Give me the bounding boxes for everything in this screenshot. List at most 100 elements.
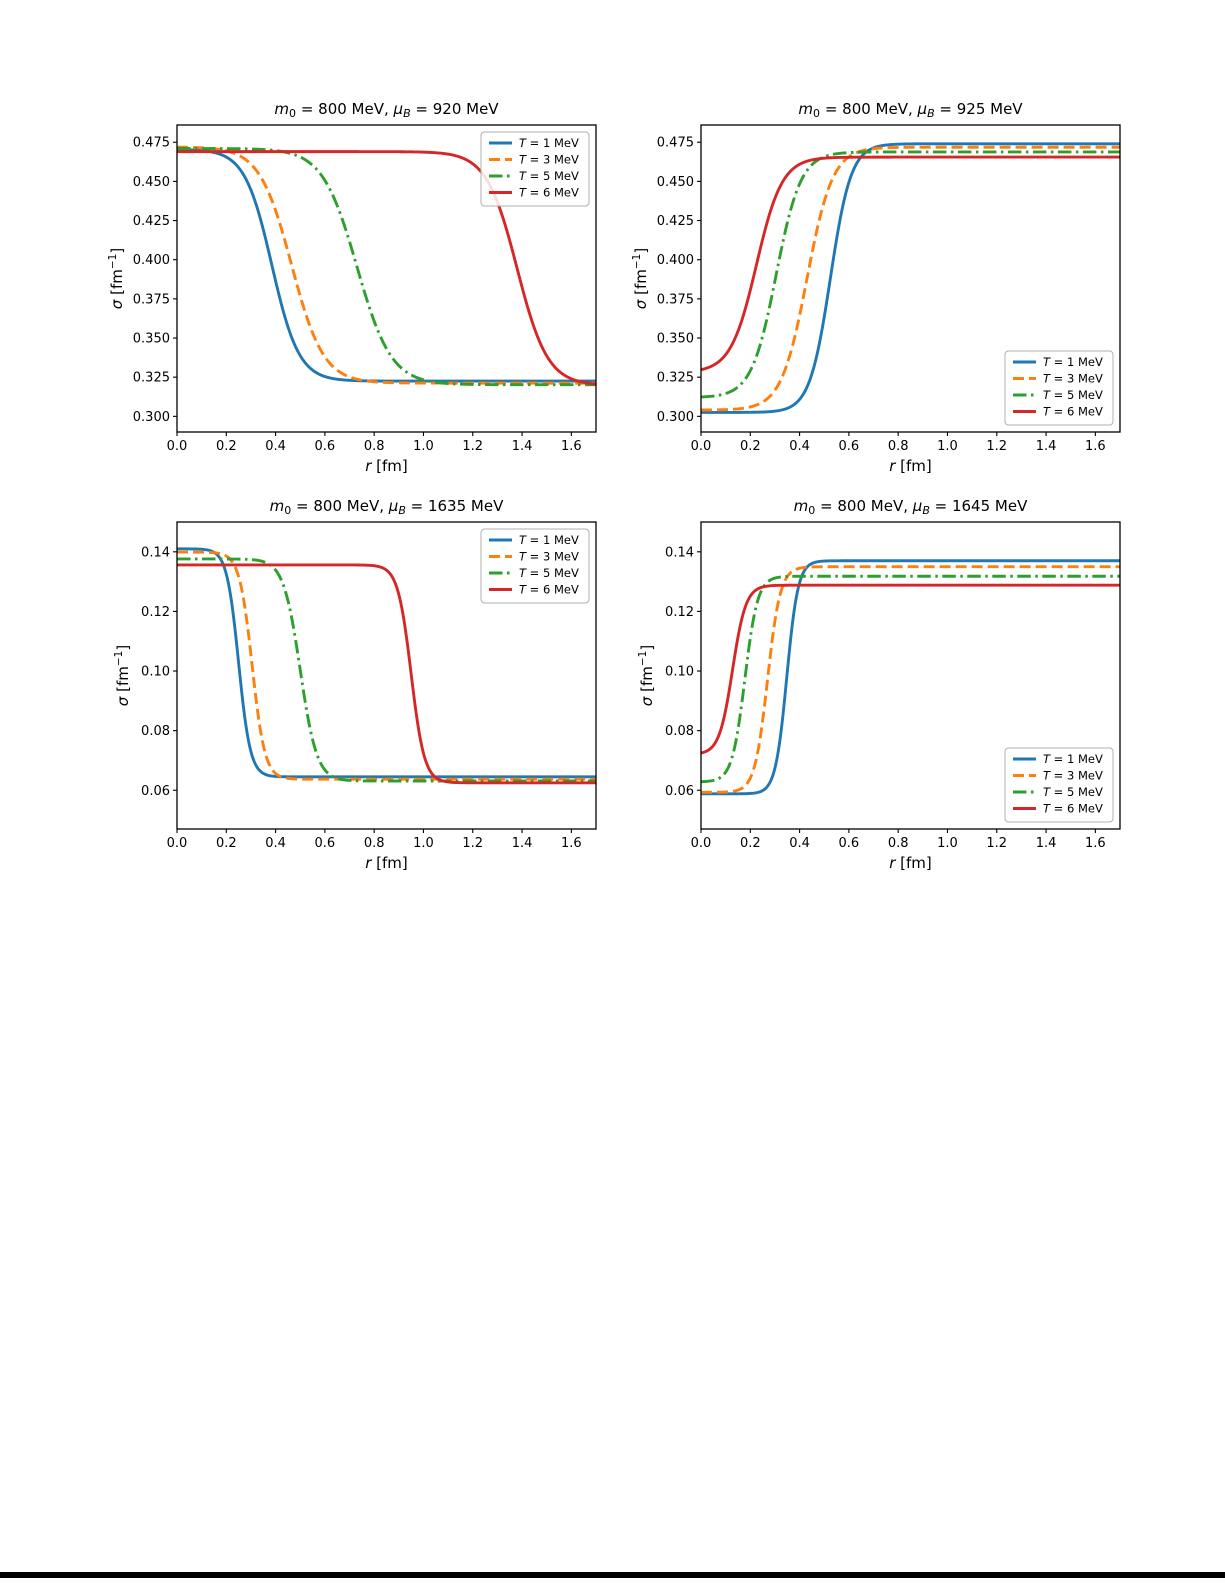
curve-t5-mev xyxy=(176,557,597,783)
legend-entry-t3: T = 3 MeV xyxy=(1013,372,1103,386)
x-ticks: 0.0 0.2 0.4 0.6 0.8 1.0 1.2 1.4 1.6 xyxy=(167,829,582,851)
y-tick-label: 0.475 xyxy=(657,136,694,151)
x-axis-label: r [fm] xyxy=(889,457,932,475)
x-tick-label: 0.0 xyxy=(691,836,712,851)
y-tick-label: 0.14 xyxy=(141,545,170,560)
legend-label: T = 6 MeV xyxy=(1043,405,1103,419)
y-tick-label: 0.375 xyxy=(657,292,694,307)
x-tick-label: 0.6 xyxy=(839,439,860,454)
legend-entry-t6: T = 6 MeV xyxy=(489,583,579,597)
x-ticks: 0.0 0.2 0.4 0.6 0.8 1.0 1.2 1.4 1.6 xyxy=(691,432,1106,454)
chart-canvas: 0.0 0.2 0.4 0.6 0.8 1.0 1.2 1.4 1.60.060.080.100… xyxy=(113,497,597,872)
y-axis-label: σ [fm−1] xyxy=(113,645,132,706)
subplot-mub-925: 0.0 0.2 0.4 0.6 0.8 1.0 1.2 1.4 1.6 0.300 0.325 0.3… xyxy=(624,95,1149,495)
axes-frame xyxy=(176,521,597,830)
plot-title: m0 = 800 MeV, μB = 1635 MeV xyxy=(270,497,504,517)
y-tick-label: 0.06 xyxy=(141,784,170,799)
x-tick-label: 0.0 xyxy=(167,836,188,851)
curve-t5-mev xyxy=(176,147,597,387)
x-tick-label: 1.6 xyxy=(561,439,582,454)
axes-frame xyxy=(700,124,1121,433)
y-tick-label: 0.400 xyxy=(133,253,170,268)
x-tick-label: 1.4 xyxy=(1036,439,1057,454)
y-tick-label: 0.425 xyxy=(657,214,694,229)
legend-entry-t3: T = 3 MeV xyxy=(489,550,579,564)
curve-t6-mev xyxy=(176,150,597,386)
legend-label: T = 5 MeV xyxy=(519,169,579,183)
x-tick-label: 1.4 xyxy=(512,836,533,851)
y-tick-label: 0.08 xyxy=(141,724,170,739)
legend-box xyxy=(480,131,590,207)
x-tick-label: 1.6 xyxy=(561,836,582,851)
y-tick-label: 0.10 xyxy=(665,665,694,680)
y-tick-label: 0.06 xyxy=(665,784,694,799)
y-tick-label: 0.300 xyxy=(133,410,170,425)
x-tick-label: 0.4 xyxy=(265,439,286,454)
x-tick-label: 0.2 xyxy=(216,836,237,851)
subplot-mub-920: 0.0 0.2 0.4 0.6 0.8 1.0 1.2 1.4 1.6 0.300 0.325 0.3… xyxy=(100,95,625,495)
x-tick-label: 0.0 xyxy=(691,439,712,454)
legend: T = 1 MeV T = 3 MeV T = 5 MeV T = 6 MeV xyxy=(1004,747,1114,823)
legend-label: T = 1 MeV xyxy=(519,533,579,547)
y-tick-label: 0.300 xyxy=(657,410,694,425)
legend-label: T = 1 MeV xyxy=(1043,355,1103,369)
chart-canvas: 0.0 0.2 0.4 0.6 0.8 1.0 1.2 1.4 1.60.3000.3250.3… xyxy=(107,100,597,475)
y-axis-label: σ [fm−1] xyxy=(637,645,656,706)
chart-canvas: 0.0 0.2 0.4 0.6 0.8 1.0 1.2 1.4 1.60.3000.3250.3… xyxy=(631,100,1121,475)
x-tick-label: 0.8 xyxy=(888,836,909,851)
x-tick-label: 1.2 xyxy=(986,836,1007,851)
y-axis-label: σ [fm−1] xyxy=(631,248,650,309)
legend-entry-t1: T = 1 MeV xyxy=(1013,752,1103,766)
curve-t6-mev xyxy=(700,583,1121,755)
x-ticks: 0.0 0.2 0.4 0.6 0.8 1.0 1.2 1.4 1.6 xyxy=(691,829,1106,851)
x-tick-label: 1.6 xyxy=(1085,836,1106,851)
y-tick-label: 0.400 xyxy=(657,253,694,268)
x-tick-label: 0.6 xyxy=(315,439,336,454)
legend-entry-t5: T = 5 MeV xyxy=(1013,785,1103,799)
plot-title: m0 = 800 MeV, μB = 925 MeV xyxy=(798,100,1023,120)
y-tick-label: 0.12 xyxy=(665,605,694,620)
legend-label: T = 3 MeV xyxy=(1043,769,1103,783)
legend-entry-t5: T = 5 MeV xyxy=(489,169,579,183)
legend-box xyxy=(480,528,590,604)
legend-label: T = 1 MeV xyxy=(1043,752,1103,766)
y-tick-label: 0.325 xyxy=(133,371,170,386)
curve-t1-mev xyxy=(700,142,1121,414)
x-tick-label: 1.0 xyxy=(937,836,958,851)
x-tick-label: 1.4 xyxy=(1036,836,1057,851)
x-tick-label: 0.0 xyxy=(167,439,188,454)
legend-label: T = 3 MeV xyxy=(519,153,579,167)
legend-label: T = 5 MeV xyxy=(519,566,579,580)
x-tick-label: 1.2 xyxy=(462,836,483,851)
legend-label: T = 6 MeV xyxy=(519,583,579,597)
legend-entry-t5: T = 5 MeV xyxy=(489,566,579,580)
x-tick-label: 1.0 xyxy=(413,836,434,851)
x-tick-label: 1.2 xyxy=(986,439,1007,454)
x-tick-label: 0.4 xyxy=(789,836,810,851)
curve-t3-mev xyxy=(700,145,1121,412)
x-tick-label: 0.2 xyxy=(216,439,237,454)
legend-entry-t6: T = 6 MeV xyxy=(1013,405,1103,419)
y-tick-label: 0.350 xyxy=(133,332,170,347)
legend-entry-t5: T = 5 MeV xyxy=(1013,388,1103,402)
x-ticks: 0.0 0.2 0.4 0.6 0.8 1.0 1.2 1.4 1.6 xyxy=(167,432,582,454)
legend-entry-t3: T = 3 MeV xyxy=(489,153,579,167)
x-tick-label: 1.6 xyxy=(1085,439,1106,454)
legend-label: T = 3 MeV xyxy=(519,550,579,564)
legend-label: T = 6 MeV xyxy=(519,186,579,200)
legend-label: T = 1 MeV xyxy=(519,136,579,150)
curve-t1-mev xyxy=(176,547,597,779)
y-axis-label: σ [fm−1] xyxy=(107,248,126,309)
x-tick-label: 0.8 xyxy=(364,836,385,851)
x-tick-label: 0.2 xyxy=(740,439,761,454)
x-tick-label: 0.4 xyxy=(265,836,286,851)
legend: T = 1 MeV T = 3 MeV T = 5 MeV T = 6 MeV xyxy=(480,131,590,207)
chart-canvas: 0.0 0.2 0.4 0.6 0.8 1.0 1.2 1.4 1.60.060.080.100… xyxy=(637,497,1121,872)
plot-title: m0 = 800 MeV, μB = 920 MeV xyxy=(274,100,499,120)
y-tick-label: 0.375 xyxy=(133,292,170,307)
curve-t5-mev xyxy=(700,150,1121,399)
curve-t3-mev xyxy=(176,550,597,781)
x-tick-label: 0.2 xyxy=(740,836,761,851)
y-tick-label: 0.325 xyxy=(657,371,694,386)
